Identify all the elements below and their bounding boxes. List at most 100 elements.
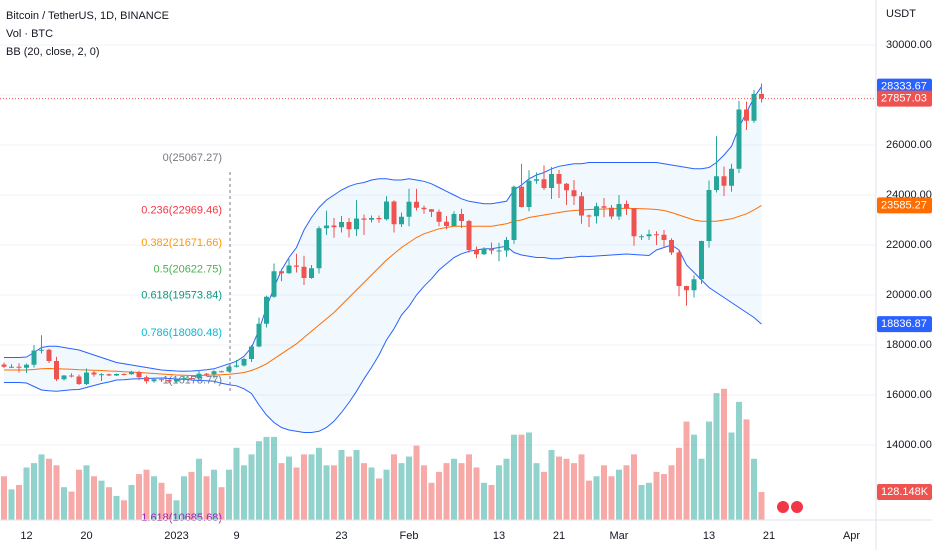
candle-body xyxy=(519,186,524,207)
candle-body xyxy=(676,252,682,286)
last-price-label: 27857.03 xyxy=(881,92,927,104)
candle-body xyxy=(699,241,704,280)
volume-bar xyxy=(593,476,600,520)
candle-body xyxy=(616,204,622,217)
candle-body xyxy=(316,228,322,269)
candle-body xyxy=(384,201,389,220)
band-upper-label: 28333.67 xyxy=(881,81,927,93)
candle-body xyxy=(219,371,224,373)
volume-bar xyxy=(421,465,427,520)
fib-label: 0.5(20622.75) xyxy=(154,263,223,275)
volume-bar xyxy=(331,465,337,520)
candle-body xyxy=(1,364,7,367)
volume-bar xyxy=(466,454,472,520)
volume-bar xyxy=(683,421,690,520)
event-icons[interactable] xyxy=(775,499,805,515)
volume-bar xyxy=(608,476,615,520)
event-icon[interactable] xyxy=(775,499,791,515)
candle-body xyxy=(376,218,382,220)
candle-body xyxy=(639,236,644,238)
fib-label: 1.618(10685.68) xyxy=(141,512,222,524)
volume-bar xyxy=(203,476,210,520)
candle-body xyxy=(106,374,112,376)
candle-body xyxy=(61,375,67,380)
volume-bar xyxy=(8,489,15,520)
volume-bar xyxy=(286,456,292,520)
candle-body xyxy=(444,221,449,226)
volume-bar xyxy=(398,463,405,520)
candle-body xyxy=(414,201,419,208)
candle-body xyxy=(399,216,404,225)
volume-bar xyxy=(601,465,607,520)
candle-body xyxy=(564,183,569,191)
y-tick-label: 30000.00 xyxy=(886,39,932,51)
x-tick-label: 13 xyxy=(493,530,505,542)
candle-body xyxy=(624,204,629,209)
candle-body xyxy=(234,365,239,367)
candle-body xyxy=(189,378,194,379)
volume-bar xyxy=(196,458,202,520)
candle-body xyxy=(54,361,59,380)
x-tick-label: 21 xyxy=(763,530,775,542)
candle-body xyxy=(31,350,37,365)
volume-bar xyxy=(406,456,412,520)
band-basis-label: 23585.27 xyxy=(881,199,927,211)
candle-body xyxy=(324,225,329,229)
volume-bar xyxy=(53,465,60,520)
volume-bar xyxy=(631,454,637,520)
candle-body xyxy=(579,196,584,216)
candle-body xyxy=(744,109,749,121)
candle-body xyxy=(354,218,359,230)
candle-body xyxy=(601,206,607,208)
volume-bar xyxy=(728,432,735,520)
volume-bar xyxy=(638,485,645,520)
volume-bar xyxy=(38,454,45,520)
x-tick-label: 23 xyxy=(335,530,347,542)
candle-body xyxy=(294,265,299,267)
volume-bar xyxy=(736,401,742,520)
volume-bar xyxy=(646,482,652,520)
candle-body xyxy=(541,179,547,188)
y-tick-label: 18000.00 xyxy=(886,339,932,351)
candle-body xyxy=(504,240,509,251)
candle-body xyxy=(436,211,442,222)
volume-label: 128.148K xyxy=(881,486,929,498)
volume-bar xyxy=(23,467,30,520)
volume-bar xyxy=(151,476,157,520)
volume-bar xyxy=(346,456,352,520)
candle-body xyxy=(489,248,494,251)
candle-body xyxy=(69,375,74,377)
candle-body xyxy=(706,190,712,241)
x-tick-label: 9 xyxy=(233,530,239,542)
volume-bar xyxy=(413,445,420,520)
event-icon[interactable] xyxy=(789,499,805,515)
candle-body xyxy=(196,373,202,379)
candle-body xyxy=(226,366,232,372)
volume-bar xyxy=(233,447,240,520)
candle-body xyxy=(736,109,742,169)
candle-body xyxy=(144,377,149,382)
candle-body xyxy=(661,234,667,240)
candle-body xyxy=(391,201,397,225)
candle-body xyxy=(526,180,532,207)
y-tick-label: 20000.00 xyxy=(886,289,932,301)
candle-body xyxy=(114,374,119,376)
candle-body xyxy=(39,349,44,351)
candle-body xyxy=(691,279,697,291)
fib-label: 0.236(22969.46) xyxy=(141,205,222,217)
y-tick-label: 14000.00 xyxy=(886,439,932,451)
candle-body xyxy=(84,372,89,384)
volume-bar xyxy=(488,485,495,520)
volume-bar xyxy=(173,500,180,520)
candle-body xyxy=(534,179,539,181)
candle-body xyxy=(301,266,307,278)
last-price-label-bg xyxy=(877,90,932,107)
candle-body xyxy=(136,372,142,378)
candle-body xyxy=(331,225,337,228)
candle-body xyxy=(166,380,172,382)
plot: 0(25067.27) 0.236(22969.46) 0.382(21671.66… xyxy=(0,44,876,524)
volume-bar xyxy=(616,469,622,520)
candle-body xyxy=(91,372,97,375)
volume-bar xyxy=(368,467,375,520)
